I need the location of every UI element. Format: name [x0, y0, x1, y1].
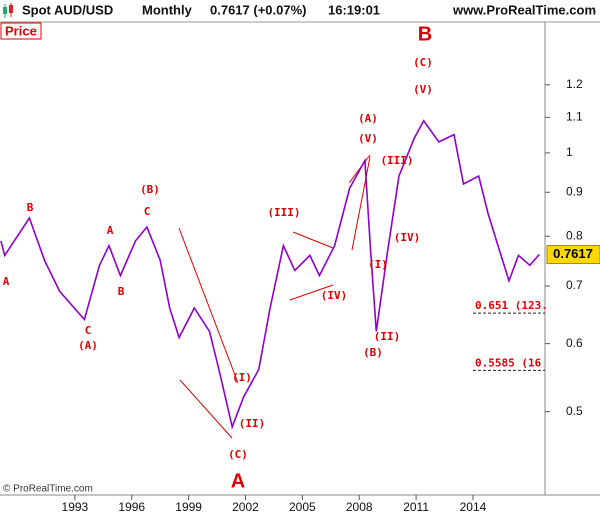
x-tick-label: 2011: [403, 500, 429, 514]
y-tick-label: 1.2: [566, 77, 583, 91]
wave-label: (V): [413, 83, 433, 96]
y-tick-label: 1: [566, 145, 573, 159]
copyright: © ProRealTime.com: [3, 484, 93, 495]
period: Monthly: [142, 2, 193, 17]
wave-label: (III): [380, 154, 413, 167]
level-label: 0.651 (123.: [475, 299, 548, 312]
wave-label: A: [107, 224, 114, 237]
panel-label-box: [0, 22, 42, 40]
wave-label: C: [85, 324, 92, 337]
wave-label: B: [418, 23, 432, 45]
y-tick-label: 0.9: [566, 184, 583, 198]
y-tick-label: 1.1: [566, 110, 583, 124]
x-tick-label: 2005: [289, 500, 316, 514]
y-tick-label: 0.8: [566, 228, 583, 242]
wave-label: B: [27, 201, 34, 214]
wave-label: B: [118, 285, 125, 298]
last-value-tag: [546, 245, 600, 265]
wave-label: A: [231, 470, 245, 492]
trend-lines: [178, 154, 371, 439]
wave-label: (I): [368, 258, 388, 271]
x-tick-label: 2008: [346, 500, 373, 514]
site: www.ProRealTime.com: [452, 2, 596, 17]
level-label: 0.5585 (16: [475, 356, 542, 369]
wave-label: (B): [363, 346, 383, 359]
quote: 0.7617 (+0.07%): [210, 2, 306, 17]
wave-label: (IV): [394, 231, 421, 244]
x-tick-label: 1999: [175, 500, 202, 514]
wave-label: C: [144, 205, 151, 218]
instrument: Spot AUD/USD: [22, 2, 113, 17]
wave-label: (II): [374, 330, 401, 343]
price-line: [0, 119, 540, 430]
x-tick-label: 2014: [460, 500, 487, 514]
y-tick-label: 0.6: [566, 336, 583, 350]
x-tick-label: 2002: [232, 500, 259, 514]
wave-label: (B): [140, 183, 160, 196]
x-tick-label: 1996: [118, 500, 145, 514]
last-value-label: 0.7617: [553, 246, 593, 261]
wave-label: (A): [358, 112, 378, 125]
panel-label: Price: [5, 23, 37, 38]
wave-label: (I): [232, 371, 252, 384]
x-tick-label: 1993: [62, 500, 89, 514]
candle-icon: [3, 3, 13, 18]
y-tick-label: 0.5: [566, 404, 583, 418]
wave-label: (C): [413, 56, 433, 69]
y-tick-label: 0.7: [566, 278, 583, 292]
time: 16:19:01: [328, 2, 380, 17]
wave-label: (IV): [321, 289, 348, 302]
wave-label: (A): [78, 339, 98, 352]
wave-label: (V): [358, 132, 378, 145]
wave-label: (C): [228, 448, 248, 461]
wave-label: (II): [239, 417, 266, 430]
wave-label: A: [3, 275, 10, 288]
wave-label: (III): [267, 206, 300, 219]
